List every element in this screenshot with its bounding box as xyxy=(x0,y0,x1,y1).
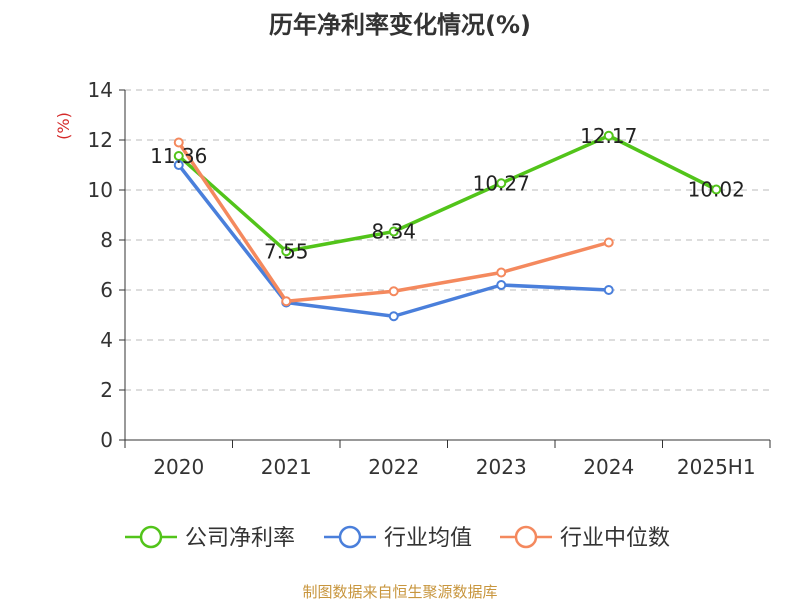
data-label: 11.36 xyxy=(150,144,207,168)
y-tick-label: 8 xyxy=(100,228,113,252)
x-tick-label: 2024 xyxy=(583,455,634,479)
y-tick-label: 10 xyxy=(88,178,113,202)
data-label: 7.55 xyxy=(264,239,309,263)
data-point xyxy=(388,286,399,297)
data-label: 8.34 xyxy=(371,220,416,244)
y-tick-label: 0 xyxy=(100,428,113,452)
chart-title: 历年净利率变化情况(%) xyxy=(269,11,531,39)
legend-swatch-marker xyxy=(139,525,163,549)
x-tick-label: 2023 xyxy=(476,455,527,479)
grid-lines xyxy=(125,89,770,391)
data-point xyxy=(388,311,399,322)
data-point xyxy=(173,137,184,148)
data-point xyxy=(388,226,399,237)
y-tick-label: 12 xyxy=(88,128,113,152)
data-point xyxy=(281,296,292,307)
legend-swatch-marker xyxy=(338,525,362,549)
y-tick-label: 14 xyxy=(88,78,113,102)
data-label: 10.27 xyxy=(473,171,530,195)
y-tick-label: 2 xyxy=(100,378,113,402)
legend-item[interactable]: 公司净利率 xyxy=(125,525,295,551)
data-point xyxy=(603,285,614,295)
y-axis-unit-label: (%) xyxy=(54,112,73,140)
series-lines xyxy=(173,130,722,322)
x-tick-label: 2021 xyxy=(261,455,312,479)
x-tick-label: 2022 xyxy=(368,455,419,479)
data-point xyxy=(173,160,184,170)
legend-label: 公司净利率 xyxy=(185,526,295,551)
data-point xyxy=(496,267,507,278)
legend-label: 行业均值 xyxy=(384,526,472,551)
legend[interactable]: 公司净利率 行业均值 行业中位数 xyxy=(125,525,670,551)
data-point xyxy=(281,246,292,257)
legend-swatch-marker xyxy=(514,525,538,549)
legend-label: 行业中位数 xyxy=(560,526,670,551)
source-note: 制图数据来自恒生聚源数据库 xyxy=(302,583,497,600)
y-tick-label: 6 xyxy=(100,278,113,302)
legend-item[interactable]: 行业均值 xyxy=(324,525,472,551)
data-point xyxy=(496,280,507,290)
data-point xyxy=(603,237,614,248)
data-labels: 11.36 7.55 8.34 10.27 12.17 10.02 xyxy=(150,124,745,264)
data-label: 12.17 xyxy=(580,124,637,148)
data-label: 10.02 xyxy=(688,178,745,202)
y-tick-label: 4 xyxy=(100,328,113,352)
data-point xyxy=(711,184,722,195)
x-tick-label: 2020 xyxy=(153,455,204,479)
axes: 0 2 4 6 8 10 12 14 2020 2021 2022 2023 2024 2025H1 xyxy=(88,78,771,479)
data-point xyxy=(603,130,614,141)
legend-item[interactable]: 行业中位数 xyxy=(500,525,670,551)
x-tick-label: 2025H1 xyxy=(677,455,756,479)
data-point xyxy=(496,178,507,189)
series-line xyxy=(177,134,718,253)
